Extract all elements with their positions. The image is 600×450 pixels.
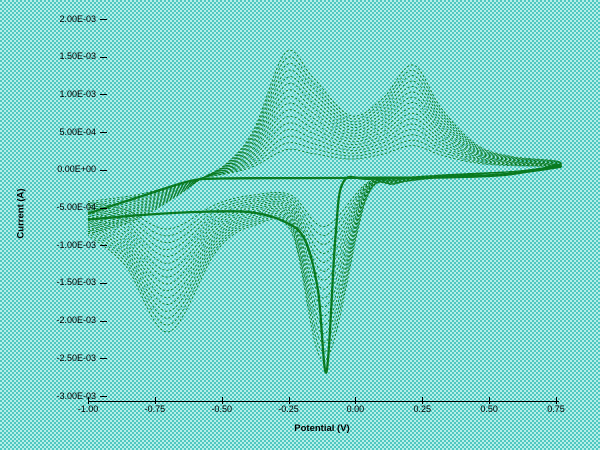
x-tick-mark bbox=[154, 397, 156, 404]
cv-thin-cycles bbox=[87, 49, 562, 362]
cv-bold-trace bbox=[87, 164, 562, 374]
x-tick-mark bbox=[489, 397, 491, 404]
x-tick-mark bbox=[556, 397, 557, 404]
x-tick-label: -0.50 bbox=[211, 404, 232, 414]
x-tick-label: 0.50 bbox=[480, 404, 498, 414]
y-tick-label: 1.00E-03 bbox=[59, 88, 96, 99]
y-tick-label: 0.00E+00 bbox=[57, 164, 96, 175]
cv-bold-first-cycle bbox=[87, 164, 562, 374]
y-axis-title: Current (A) bbox=[15, 188, 27, 239]
cv-cycle-trace bbox=[87, 139, 562, 237]
cv-cycle-trace bbox=[87, 145, 562, 230]
cv-cycle-trace bbox=[87, 56, 562, 353]
cv-cycle-trace bbox=[87, 69, 562, 335]
y-tick-mark bbox=[100, 358, 107, 360]
y-tick-mark bbox=[100, 56, 107, 58]
x-tick-label: 0.00 bbox=[346, 404, 365, 414]
x-tick-mark bbox=[88, 397, 89, 404]
x-axis-line bbox=[88, 401, 559, 402]
y-tick-label: 1.50E-03 bbox=[59, 51, 96, 62]
y-tick-mark bbox=[100, 169, 107, 171]
y-tick-mark bbox=[100, 396, 107, 397]
y-tick-label: -3.00E-03 bbox=[56, 390, 96, 401]
y-tick-label: 2.00E-03 bbox=[59, 13, 96, 24]
cv-cycle-trace bbox=[87, 134, 562, 245]
cv-cycle-trace bbox=[87, 129, 562, 254]
cv-cycle-trace bbox=[87, 49, 562, 362]
y-tick-mark bbox=[100, 320, 107, 322]
cv-cycle-trace bbox=[87, 109, 562, 281]
y-tick-mark bbox=[100, 245, 107, 247]
cv-cycle-trace bbox=[87, 122, 562, 263]
x-tick-label: -1.00 bbox=[77, 404, 99, 414]
y-tick-mark bbox=[100, 94, 107, 96]
x-tick-mark bbox=[355, 397, 357, 404]
y-tick-mark bbox=[100, 132, 107, 134]
x-tick-mark bbox=[288, 397, 290, 404]
y-tick-mark bbox=[100, 207, 107, 209]
x-tick-label: -0.75 bbox=[144, 404, 166, 414]
y-tick-label: -1.50E-03 bbox=[56, 277, 96, 288]
cv-cycle-trace bbox=[87, 115, 562, 272]
y-tick-label: -5.00E-04 bbox=[56, 202, 96, 212]
x-tick-label: -0.25 bbox=[278, 404, 299, 414]
y-tick-label: 5.00E-04 bbox=[59, 126, 96, 137]
y-tick-label: -2.00E-03 bbox=[56, 315, 96, 326]
x-axis-title: Potential (V) bbox=[294, 423, 350, 434]
x-tick-label: 0.25 bbox=[413, 404, 432, 414]
y-tick-label: -2.50E-03 bbox=[56, 352, 96, 363]
x-tick-label: 0.75 bbox=[547, 404, 565, 414]
cv-cycle-trace bbox=[87, 102, 562, 290]
x-tick-mark bbox=[422, 397, 424, 404]
y-tick-mark bbox=[100, 282, 107, 284]
y-tick-mark bbox=[100, 19, 107, 20]
y-tick-label: -1.00E-03 bbox=[56, 239, 96, 250]
x-tick-mark bbox=[221, 397, 223, 404]
